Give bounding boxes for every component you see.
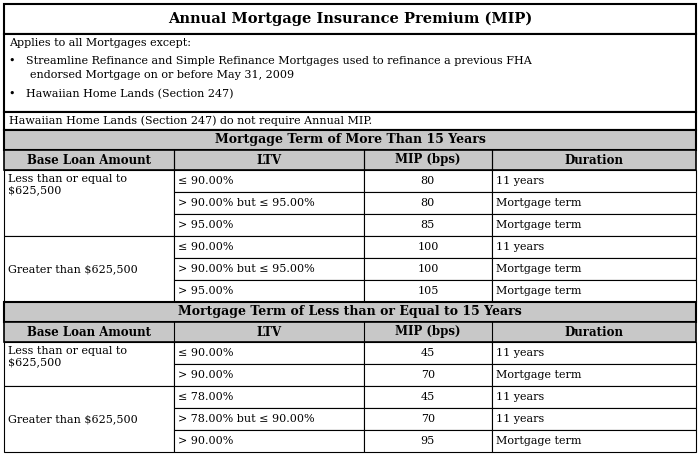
Text: 105: 105 <box>417 286 438 296</box>
Bar <box>4 112 696 130</box>
Text: Mortgage Term of More Than 15 Years: Mortgage Term of More Than 15 Years <box>215 133 485 146</box>
Text: > 78.00% but ≤ 90.00%: > 78.00% but ≤ 90.00% <box>178 414 314 424</box>
Bar <box>492 342 696 364</box>
Bar <box>364 408 492 430</box>
Text: endorsed Mortgage on or before May 31, 2009: endorsed Mortgage on or before May 31, 2… <box>9 70 294 80</box>
Text: > 90.00% but ≤ 95.00%: > 90.00% but ≤ 95.00% <box>178 198 314 208</box>
Text: > 90.00% but ≤ 95.00%: > 90.00% but ≤ 95.00% <box>178 264 314 274</box>
Bar <box>174 430 364 452</box>
Bar <box>174 258 364 280</box>
Bar <box>4 130 696 150</box>
Text: 45: 45 <box>421 348 435 358</box>
Bar <box>492 386 696 408</box>
Bar <box>174 236 364 258</box>
Text: > 90.00%: > 90.00% <box>178 370 233 380</box>
Bar <box>492 364 696 386</box>
Text: Base Loan Amount: Base Loan Amount <box>27 154 150 167</box>
Bar <box>364 280 492 302</box>
Text: 11 years: 11 years <box>496 242 544 252</box>
Text: Greater than $625,500: Greater than $625,500 <box>8 414 138 424</box>
Bar <box>4 342 174 386</box>
Bar <box>4 236 174 302</box>
Text: 11 years: 11 years <box>496 176 544 186</box>
Bar <box>492 430 696 452</box>
Bar <box>364 236 492 258</box>
Bar <box>364 430 492 452</box>
Text: LTV: LTV <box>256 325 281 339</box>
Text: ≤ 90.00%: ≤ 90.00% <box>178 176 233 186</box>
Text: Less than or equal to: Less than or equal to <box>8 174 127 184</box>
Text: Less than or equal to: Less than or equal to <box>8 346 127 356</box>
Text: •   Hawaiian Home Lands (Section 247): • Hawaiian Home Lands (Section 247) <box>9 89 234 99</box>
Text: $625,500: $625,500 <box>8 185 62 195</box>
Bar <box>364 192 492 214</box>
Text: LTV: LTV <box>256 154 281 167</box>
Bar <box>4 4 696 34</box>
Text: Mortgage term: Mortgage term <box>496 220 582 230</box>
Bar <box>4 34 696 112</box>
Bar <box>174 170 364 192</box>
Bar <box>492 258 696 280</box>
Bar <box>492 192 696 214</box>
Text: 100: 100 <box>417 264 438 274</box>
Text: $625,500: $625,500 <box>8 357 62 367</box>
Bar <box>4 170 174 236</box>
Bar <box>174 342 364 364</box>
Text: ≤ 90.00%: ≤ 90.00% <box>178 242 233 252</box>
Bar <box>492 408 696 430</box>
Bar <box>364 170 492 192</box>
Text: > 90.00%: > 90.00% <box>178 436 233 446</box>
Text: MIP (bps): MIP (bps) <box>395 325 461 339</box>
Text: ≤ 90.00%: ≤ 90.00% <box>178 348 233 358</box>
Text: Greater than $625,500: Greater than $625,500 <box>8 264 138 274</box>
Bar <box>364 258 492 280</box>
Text: 11 years: 11 years <box>496 414 544 424</box>
Bar <box>174 214 364 236</box>
Text: Annual Mortgage Insurance Premium (MIP): Annual Mortgage Insurance Premium (MIP) <box>168 12 532 26</box>
Bar <box>4 386 174 452</box>
Text: Mortgage term: Mortgage term <box>496 286 582 296</box>
Bar <box>492 236 696 258</box>
Text: 80: 80 <box>421 198 435 208</box>
Bar <box>364 386 492 408</box>
Bar <box>174 192 364 214</box>
Text: Mortgage Term of Less than or Equal to 15 Years: Mortgage Term of Less than or Equal to 1… <box>178 306 522 318</box>
Text: Hawaiian Home Lands (Section 247) do not require Annual MIP.: Hawaiian Home Lands (Section 247) do not… <box>9 116 372 126</box>
Text: Mortgage term: Mortgage term <box>496 264 582 274</box>
Text: 95: 95 <box>421 436 435 446</box>
Text: > 95.00%: > 95.00% <box>178 220 233 230</box>
Text: Duration: Duration <box>564 154 624 167</box>
Bar <box>174 280 364 302</box>
Bar <box>492 170 696 192</box>
Text: Applies to all Mortgages except:: Applies to all Mortgages except: <box>9 38 191 48</box>
Text: MIP (bps): MIP (bps) <box>395 154 461 167</box>
Text: 70: 70 <box>421 370 435 380</box>
Text: 85: 85 <box>421 220 435 230</box>
Bar <box>174 386 364 408</box>
Text: ≤ 78.00%: ≤ 78.00% <box>178 392 233 402</box>
Text: 11 years: 11 years <box>496 392 544 402</box>
Text: 45: 45 <box>421 392 435 402</box>
Bar <box>364 364 492 386</box>
Bar <box>364 342 492 364</box>
Text: 70: 70 <box>421 414 435 424</box>
Text: •   Streamline Refinance and Simple Refinance Mortgages used to refinance a prev: • Streamline Refinance and Simple Refina… <box>9 56 532 66</box>
Text: > 95.00%: > 95.00% <box>178 286 233 296</box>
Text: Mortgage term: Mortgage term <box>496 370 582 380</box>
Text: Duration: Duration <box>564 325 624 339</box>
Text: 80: 80 <box>421 176 435 186</box>
Bar <box>4 322 696 342</box>
Bar <box>492 214 696 236</box>
Bar <box>492 280 696 302</box>
Text: Mortgage term: Mortgage term <box>496 198 582 208</box>
Bar <box>364 214 492 236</box>
Bar <box>174 408 364 430</box>
Text: 100: 100 <box>417 242 438 252</box>
Bar <box>4 150 696 170</box>
Bar <box>4 302 696 322</box>
Text: Base Loan Amount: Base Loan Amount <box>27 325 150 339</box>
Text: Mortgage term: Mortgage term <box>496 436 582 446</box>
Bar <box>174 364 364 386</box>
Text: 11 years: 11 years <box>496 348 544 358</box>
